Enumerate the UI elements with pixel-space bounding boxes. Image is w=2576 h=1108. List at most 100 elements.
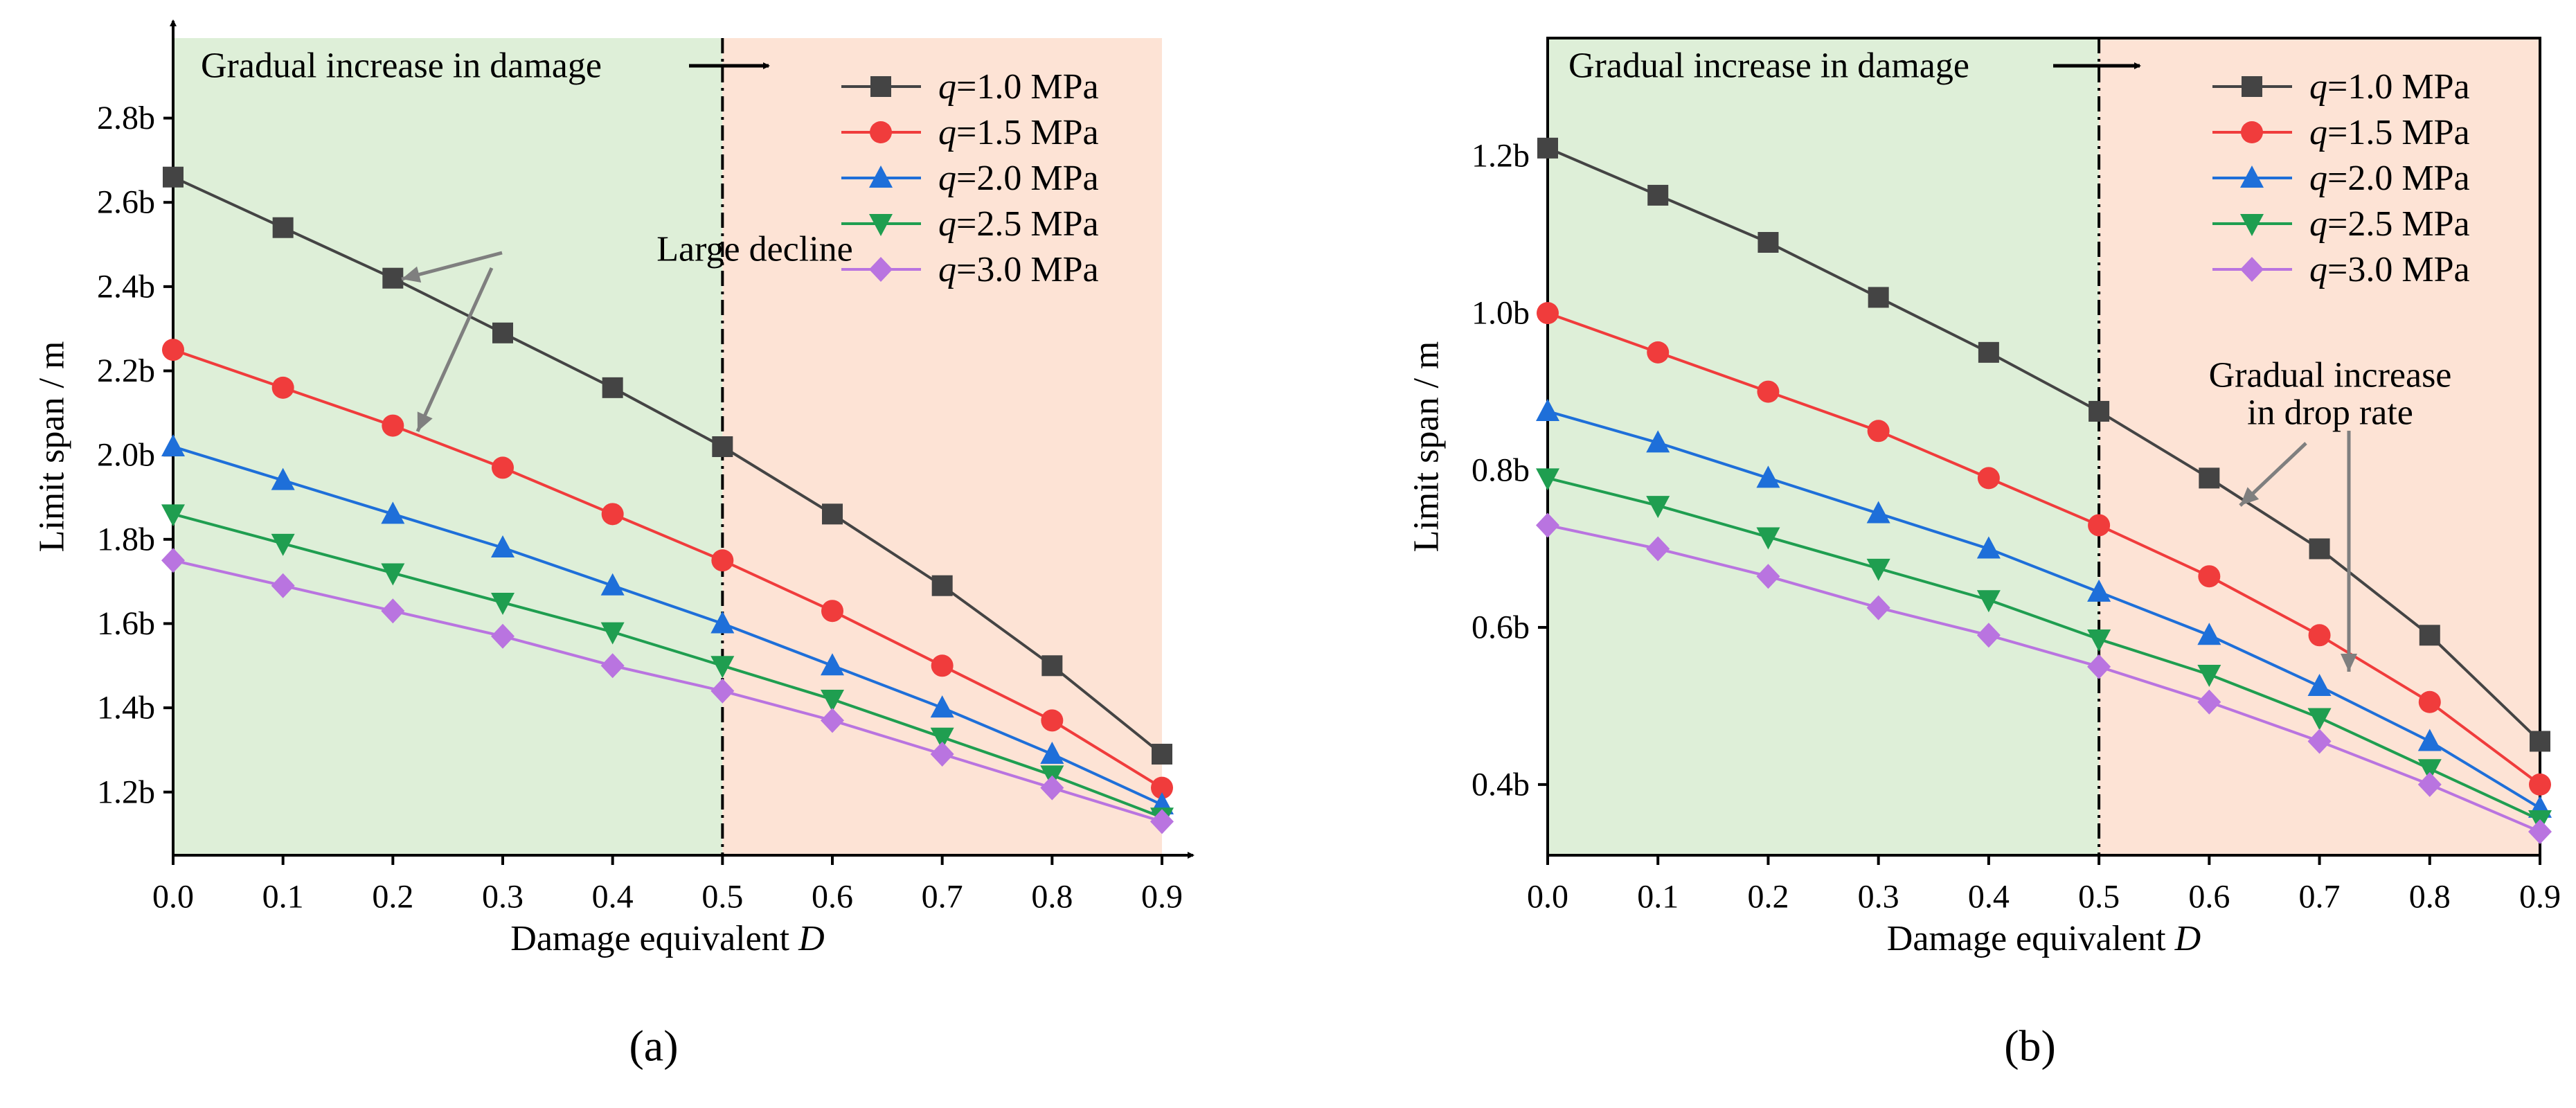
y-tick-label: 0.6b <box>1472 609 1530 645</box>
data-point <box>161 434 185 456</box>
data-point <box>491 535 515 557</box>
legend-label-var: q <box>2309 204 2327 244</box>
data-point <box>821 689 844 712</box>
legend-label-var: q <box>938 250 956 289</box>
data-point <box>1647 341 1670 364</box>
x-tick-label: 0.8 <box>2409 879 2451 915</box>
data-point <box>1976 590 2001 613</box>
data-point <box>1646 536 1670 562</box>
data-point <box>1976 623 2001 648</box>
x-tick-label: 0.6 <box>812 879 853 915</box>
damage-annotation: Gradual increase in damage <box>201 46 602 86</box>
legend-label-value: =1.0 MPa <box>2327 67 2470 107</box>
legend-marker <box>2240 214 2264 236</box>
callout-text: in drop rate <box>2247 393 2413 433</box>
data-point <box>1866 595 1890 620</box>
data-point <box>600 573 625 596</box>
legend-label: q=2.5 MPa <box>938 204 1099 244</box>
callout-text: Large decline <box>656 230 852 269</box>
data-point <box>2417 759 2442 782</box>
callout-arrow-head <box>417 411 433 431</box>
y-tick-label: 1.8b <box>97 521 155 557</box>
y-tick-label: 2.8b <box>97 100 155 136</box>
series-line <box>172 348 1163 789</box>
legend-label-value: =3.0 MPa <box>956 250 1099 289</box>
legend-label: q=2.0 MPa <box>938 159 1099 198</box>
data-point <box>1866 558 1890 581</box>
y-tick-label: 2.4b <box>97 268 155 305</box>
legend-label-var: q <box>2309 113 2327 152</box>
data-point <box>2307 674 2332 697</box>
x-axis-title-text: Damage equivalent <box>1887 919 2175 958</box>
series-line <box>172 512 1163 819</box>
data-point <box>600 622 625 645</box>
series-line <box>172 175 1163 756</box>
callout-arrow-line <box>415 267 494 433</box>
legend-label: q=3.0 MPa <box>2309 250 2470 289</box>
data-point <box>381 598 405 624</box>
data-point <box>2199 467 2220 489</box>
damage-annotation: Gradual increase in damage <box>1568 46 1969 86</box>
x-tick-label: 0.1 <box>262 879 304 915</box>
x-tick-label: 0.0 <box>1527 879 1568 915</box>
legend-marker <box>869 257 893 282</box>
legend-label-value: =2.0 MPa <box>2327 159 2470 198</box>
data-point <box>600 653 625 679</box>
legend-marker <box>2240 257 2264 282</box>
data-point <box>821 600 843 623</box>
data-point <box>2197 665 2221 688</box>
x-tick-label: 0.1 <box>1637 879 1679 915</box>
y-tick-label: 1.4b <box>97 690 155 726</box>
x-tick-label: 0.7 <box>922 879 963 915</box>
legend-label: q=2.0 MPa <box>2309 159 2470 198</box>
data-point <box>161 504 185 527</box>
legend-marker <box>870 76 891 97</box>
data-point <box>710 678 735 704</box>
x-tick-label: 0.4 <box>592 879 634 915</box>
panel-a: 0.0 0.1 0.2 0.3 0.4 0.5 0.6 0.7 0.8 0.9 1.2b 1.4b 1.… <box>33 19 1195 1071</box>
callout-arrow-head <box>2341 654 2357 672</box>
y-tick-label: 1.2b <box>1472 138 1530 175</box>
legend-label-var: q <box>938 204 956 244</box>
data-point <box>2087 629 2111 652</box>
legend-marker <box>869 214 893 236</box>
data-point <box>1150 809 1174 834</box>
data-point <box>2087 579 2111 602</box>
legend-label-var: q <box>938 67 956 107</box>
legend-label: q=3.0 MPa <box>938 250 1099 289</box>
callout-arrow-head <box>2240 487 2260 506</box>
panel-b: 0.0 0.1 0.2 0.3 0.4 0.5 0.6 0.7 0.8 0.9 0.4b 0.6b 0.… <box>1407 37 2561 1071</box>
legend-label: q=1.0 MPa <box>2309 67 2470 107</box>
data-point <box>2198 565 2221 588</box>
x-axis-title-var: D <box>798 919 825 958</box>
data-point <box>271 376 294 399</box>
data-point <box>382 414 404 437</box>
y-tick-label: 0.4b <box>1472 766 1530 803</box>
data-point <box>2197 689 2221 715</box>
x-tick-label: 0.3 <box>1858 879 1899 915</box>
data-point <box>382 267 404 289</box>
data-point <box>492 456 514 479</box>
data-point <box>712 436 733 457</box>
data-point <box>601 503 624 526</box>
callout-arrow-head <box>402 266 422 283</box>
legend-label-var: q <box>2309 159 2327 198</box>
legend-label: q=1.5 MPa <box>2309 113 2470 152</box>
data-point <box>1868 287 1889 308</box>
data-point <box>491 593 515 616</box>
series-line <box>172 559 1163 823</box>
data-point <box>930 742 954 767</box>
legend-marker <box>870 121 892 143</box>
data-point <box>162 339 184 361</box>
x-tick-label: 0.0 <box>152 879 194 915</box>
data-point <box>1040 775 1064 801</box>
y-tick-label: 2.6b <box>97 184 155 221</box>
y-axis-title: Limit span / m <box>1407 341 1447 553</box>
data-point <box>2418 690 2441 713</box>
legend-marker <box>2242 76 2262 97</box>
legend-marker <box>869 166 893 188</box>
plot-frame <box>1546 37 2541 857</box>
data-point <box>492 322 513 343</box>
data-point <box>710 611 735 634</box>
panel-label: (b) <box>2004 1021 2056 1071</box>
